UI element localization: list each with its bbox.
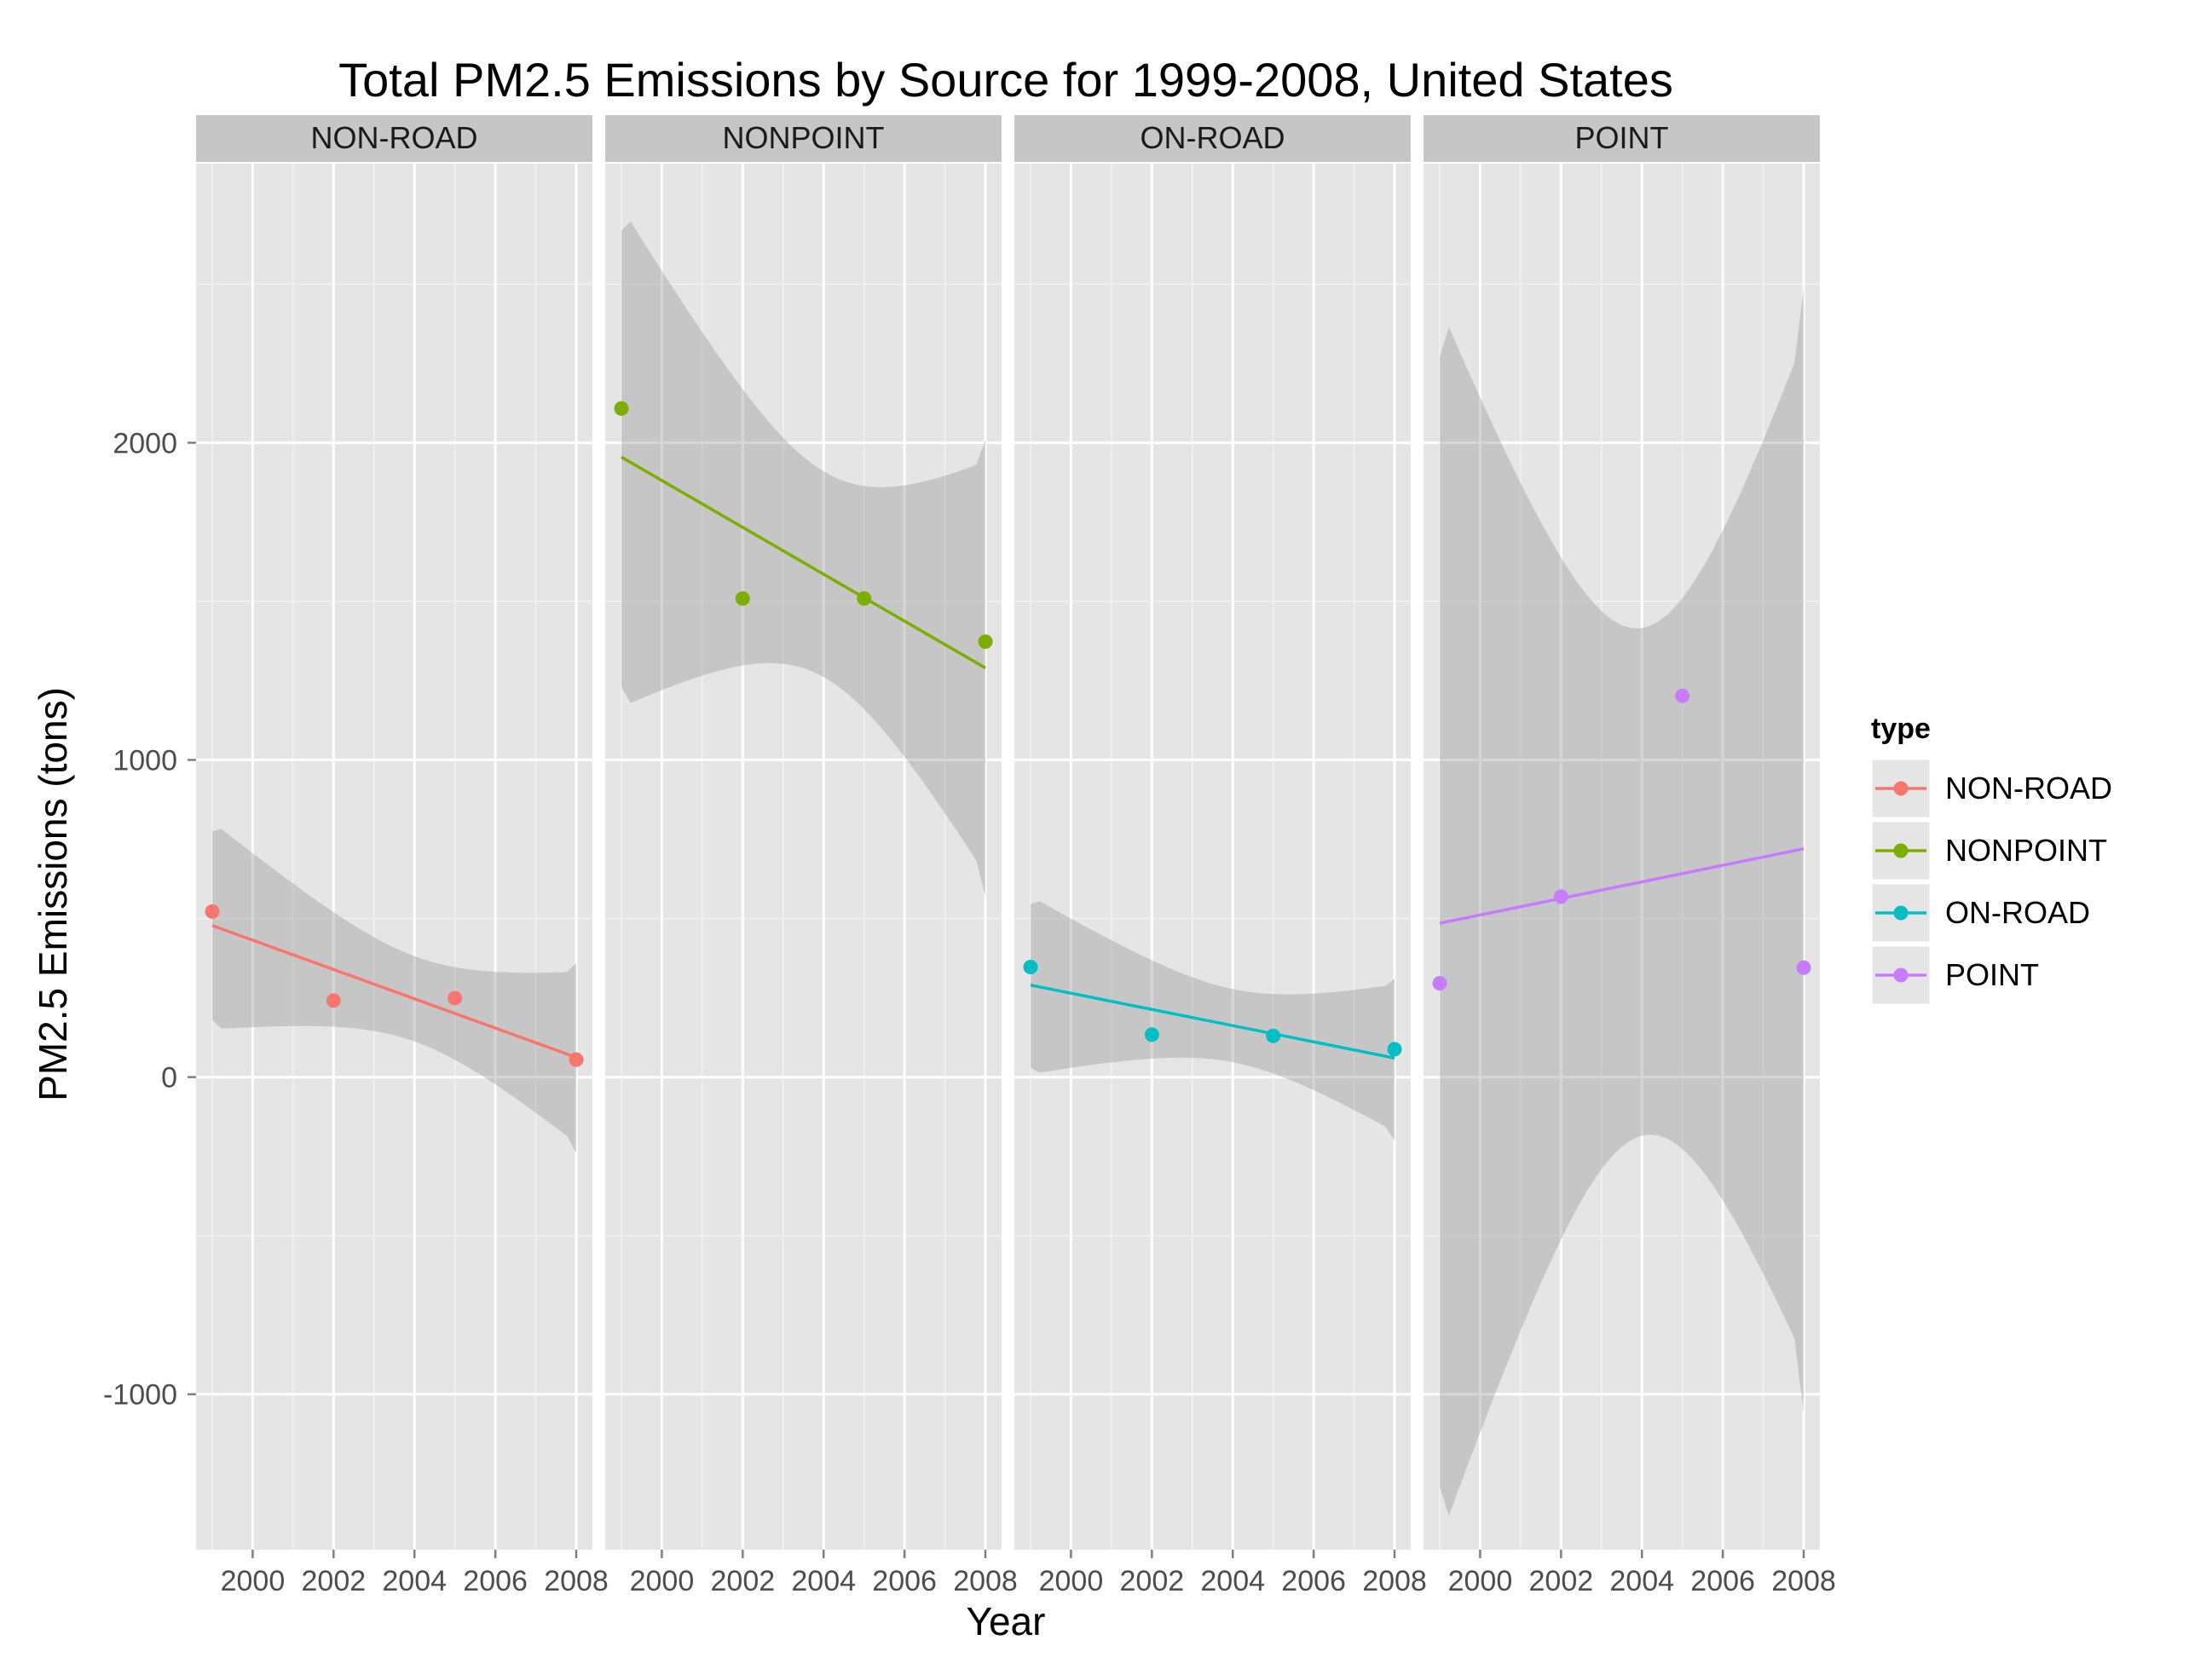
facet-strip-label: NONPOINT	[722, 120, 884, 155]
x-axis-label: Year	[967, 1599, 1046, 1643]
x-tick-label: 2008	[1771, 1565, 1836, 1597]
x-tick-label: 2008	[544, 1565, 609, 1597]
data-point	[1266, 1028, 1281, 1043]
confidence-band	[621, 221, 985, 897]
y-tick-label: 2000	[113, 427, 177, 459]
data-point	[857, 591, 872, 606]
data-point	[735, 591, 750, 606]
y-tick-label: -1000	[103, 1379, 177, 1412]
x-tick-label: 2002	[1120, 1565, 1185, 1597]
x-tick-label: 2008	[953, 1565, 1018, 1597]
x-tick-label: 2002	[711, 1565, 776, 1597]
legend-key-point	[1893, 781, 1909, 796]
facet-strip	[1014, 115, 1411, 162]
facet-strip-label: ON-ROAD	[1141, 120, 1285, 155]
data-point	[1387, 1042, 1402, 1057]
facet-strip	[1424, 115, 1820, 162]
x-tick-label: 2002	[302, 1565, 367, 1597]
x-tick-label: 2000	[221, 1565, 286, 1597]
legend-item-point: POINT	[1869, 944, 2039, 1007]
x-tick-label: 2006	[463, 1565, 528, 1597]
x-tick-label: 2000	[1448, 1565, 1513, 1597]
y-tick-label: 0	[161, 1062, 177, 1094]
x-tick-label: 2006	[1690, 1565, 1755, 1597]
legend-title: type	[1871, 713, 1931, 745]
data-point	[614, 401, 629, 416]
x-tick-label: 2000	[1039, 1565, 1104, 1597]
panel-background	[196, 164, 592, 1550]
x-tick-label: 2000	[630, 1565, 695, 1597]
legend-key-point	[1893, 843, 1909, 858]
legend-key-point	[1893, 967, 1909, 983]
y-axis-label: PM2.5 Emissions (tons)	[31, 687, 75, 1101]
fit-line	[1030, 983, 1395, 1060]
x-tick-label: 2002	[1529, 1565, 1594, 1597]
fit-line	[1439, 846, 1805, 925]
data-point	[448, 990, 463, 1006]
confidence-band	[1440, 287, 1804, 1516]
x-tick-label: 2004	[1609, 1565, 1674, 1597]
data-point	[1796, 960, 1811, 975]
fit-line	[621, 455, 986, 670]
data-point	[569, 1052, 584, 1067]
facet-strip-label: POINT	[1574, 120, 1668, 155]
facet-nonpoint: NONPOINT 2000 2002 2004 2006 2008	[605, 115, 1018, 1597]
fit-line	[211, 924, 577, 1060]
legend-label: ON-ROAD	[1945, 895, 2090, 930]
legend-item-on-road: ON-ROAD	[1869, 881, 2090, 944]
y-tick-label: 1000	[113, 745, 177, 777]
panel-background	[1014, 164, 1411, 1550]
legend-item-nonpoint: NONPOINT	[1869, 819, 2107, 882]
data-point	[326, 993, 341, 1008]
legend-label: NONPOINT	[1945, 833, 2107, 868]
legend-label: NON-ROAD	[1945, 771, 2112, 806]
chart-title: Total PM2.5 Emissions by Source for 1999…	[338, 53, 1673, 107]
x-tick-label: 2004	[791, 1565, 856, 1597]
x-tick-label: 2006	[1281, 1565, 1346, 1597]
data-point	[205, 904, 220, 919]
facet-non-road: NON-ROAD 2000 2002 2004 2006 2008	[196, 115, 609, 1597]
x-tick-label: 2004	[382, 1565, 447, 1597]
facet-strip	[605, 115, 1002, 162]
facet-panels: NON-ROAD 2000 2002 2004 2006 2008 NONPOINT 2000…	[196, 115, 1836, 1597]
data-point	[1553, 889, 1568, 904]
data-point	[978, 634, 993, 650]
x-tick-label: 2004	[1200, 1565, 1265, 1597]
facet-point: POINT 2000 2002 2004 2006 2008	[1424, 115, 1836, 1597]
data-point	[1023, 959, 1038, 974]
legend: type NON-ROAD NONPOINT ON-ROAD POINT	[1869, 713, 2112, 1007]
data-point	[1675, 688, 1690, 703]
facet-strip-label: NON-ROAD	[311, 120, 478, 155]
panel-background	[1424, 164, 1820, 1550]
data-point	[1432, 975, 1447, 990]
facet-strip	[196, 115, 592, 162]
data-point	[1144, 1027, 1159, 1042]
legend-label: POINT	[1945, 957, 2039, 992]
legend-key-point	[1893, 905, 1909, 921]
x-tick-label: 2006	[872, 1565, 937, 1597]
x-tick-label: 2008	[1362, 1565, 1427, 1597]
panel-background	[605, 164, 1002, 1550]
y-axis: -1000 0 1000 2000	[103, 427, 196, 1412]
legend-item-non-road: NON-ROAD	[1869, 757, 2112, 820]
facet-on-road: ON-ROAD 2000 2002 2004 2006 2008	[1014, 115, 1427, 1597]
